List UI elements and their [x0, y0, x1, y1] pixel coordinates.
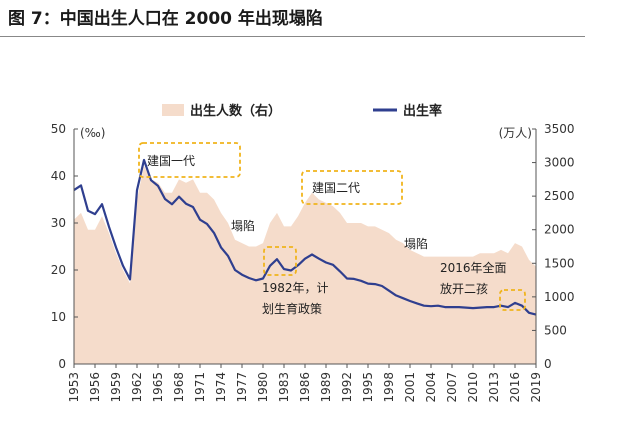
x-tick-label: 1977	[235, 372, 249, 403]
x-tick-label: 2004	[424, 372, 438, 403]
x-tick-label: 1956	[88, 372, 102, 403]
annotation-policy-1982-line2: 划生育政策	[262, 301, 322, 316]
annotation-generation-1: 建国一代	[147, 154, 195, 168]
x-tick-label: 2007	[445, 372, 459, 403]
x-tick-label: 1953	[67, 372, 81, 403]
legend-label-birth-rate: 出生率	[403, 103, 442, 119]
right-tick-label: 3500	[544, 122, 575, 136]
legend-label-births: 出生人数（右）	[190, 103, 281, 119]
annotation-box-generation-2	[301, 170, 403, 205]
legend-swatch-births	[162, 104, 184, 116]
left-tick-label: 40	[51, 169, 66, 183]
annotation-policy-1982-line1: 1982年，计	[262, 281, 329, 295]
annotation-policy-2016-line1: 2016年全面	[440, 260, 507, 275]
left-tick-label: 50	[51, 122, 66, 136]
annotation-policy-2016-line2: 放开二孩	[440, 281, 488, 296]
right-tick-label: 2500	[544, 189, 575, 203]
x-tick-label: 1995	[361, 372, 375, 403]
x-tick-label: 2013	[487, 372, 501, 403]
x-tick-label: 1998	[382, 372, 396, 403]
x-tick-label: 1962	[130, 372, 144, 403]
right-tick-label: 1000	[544, 290, 575, 304]
annotation-collapse-1: 塌陷	[231, 218, 255, 233]
x-tick-label: 1968	[172, 372, 186, 403]
births-area-series	[74, 165, 536, 364]
x-tick-label: 1986	[298, 372, 312, 403]
left-axis-unit: (‰)	[80, 126, 105, 140]
right-tick-label: 3000	[544, 156, 575, 170]
x-tick-label: 2016	[508, 372, 522, 403]
x-tick-label: 1974	[214, 372, 228, 403]
right-tick-label: 500	[544, 323, 567, 337]
right-axis-unit: (万人)	[499, 126, 532, 140]
figure-title: 图 7：中国出生人口在 2000 年出现塌陷	[8, 9, 323, 29]
x-tick-label: 1959	[109, 372, 123, 403]
annotation-generation-2: 建国二代	[312, 181, 360, 195]
left-tick-label: 20	[51, 263, 66, 277]
left-tick-label: 30	[51, 216, 66, 230]
left-tick-label: 0	[58, 357, 66, 371]
x-tick-label: 1980	[256, 372, 270, 403]
highlight-box-2016	[499, 289, 526, 311]
left-tick-label: 10	[51, 310, 66, 324]
birth-rate-line-series	[73, 158, 537, 316]
x-tick-label: 2001	[403, 372, 417, 403]
annotation-collapse-2: 塌陷	[404, 236, 428, 251]
x-tick-label: 1983	[277, 372, 291, 403]
x-tick-label: 2010	[466, 372, 480, 403]
right-tick-label: 0	[544, 357, 552, 371]
x-tick-label: 1965	[151, 372, 165, 403]
x-tick-label: 1971	[193, 372, 207, 403]
right-tick-label: 1500	[544, 256, 575, 270]
x-tick-label: 2019	[529, 372, 543, 403]
x-tick-label: 1992	[340, 372, 354, 403]
x-tick-label: 1989	[319, 372, 333, 403]
right-tick-label: 2000	[544, 223, 575, 237]
annotation-box-generation-1	[138, 142, 241, 178]
title-divider	[0, 36, 585, 37]
